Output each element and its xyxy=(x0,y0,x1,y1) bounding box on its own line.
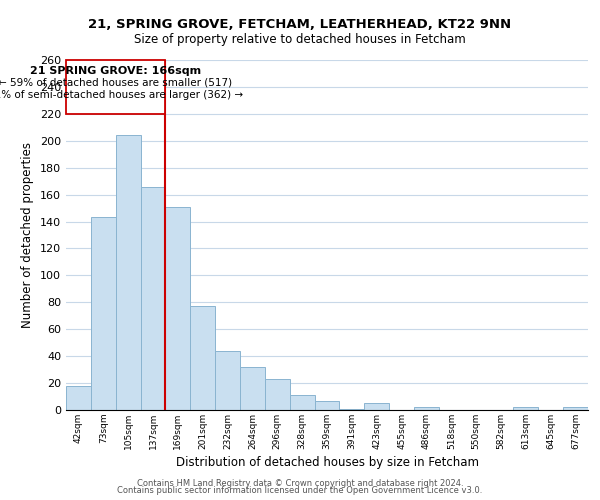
Y-axis label: Number of detached properties: Number of detached properties xyxy=(22,142,34,328)
Bar xyxy=(265,379,290,410)
Bar xyxy=(166,206,190,410)
FancyBboxPatch shape xyxy=(66,60,165,114)
Bar xyxy=(190,306,215,410)
Text: Contains HM Land Registry data © Crown copyright and database right 2024.: Contains HM Land Registry data © Crown c… xyxy=(137,478,463,488)
Text: 21, SPRING GROVE, FETCHAM, LEATHERHEAD, KT22 9NN: 21, SPRING GROVE, FETCHAM, LEATHERHEAD, … xyxy=(88,18,512,30)
Bar xyxy=(340,408,364,410)
Text: 41% of semi-detached houses are larger (362) →: 41% of semi-detached houses are larger (… xyxy=(0,90,243,100)
Bar xyxy=(514,408,538,410)
Bar xyxy=(314,400,340,410)
Text: Contains public sector information licensed under the Open Government Licence v3: Contains public sector information licen… xyxy=(118,486,482,495)
Bar xyxy=(116,136,140,410)
Bar xyxy=(414,408,439,410)
Bar xyxy=(140,186,166,410)
Bar xyxy=(364,404,389,410)
Bar xyxy=(563,408,588,410)
Bar xyxy=(215,351,240,410)
Bar xyxy=(66,386,91,410)
Text: Size of property relative to detached houses in Fetcham: Size of property relative to detached ho… xyxy=(134,32,466,46)
Text: ← 59% of detached houses are smaller (517): ← 59% of detached houses are smaller (51… xyxy=(0,78,233,88)
Text: 21 SPRING GROVE: 166sqm: 21 SPRING GROVE: 166sqm xyxy=(30,66,201,76)
Bar xyxy=(290,395,314,410)
Bar xyxy=(240,367,265,410)
X-axis label: Distribution of detached houses by size in Fetcham: Distribution of detached houses by size … xyxy=(176,456,479,469)
Bar xyxy=(91,218,116,410)
